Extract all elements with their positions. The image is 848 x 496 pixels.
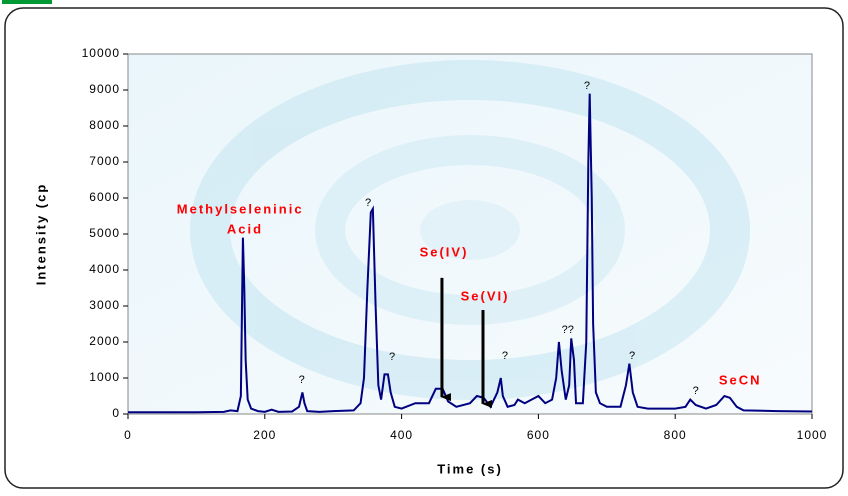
y-tick-label: 10000 xyxy=(82,46,120,60)
peak-marker: ? xyxy=(693,385,699,397)
annotation-label: Se(IV) xyxy=(420,245,469,260)
x-tick-label: 1000 xyxy=(797,428,828,442)
peak-marker: ? xyxy=(584,80,590,92)
annotation-label: Acid xyxy=(227,221,263,236)
x-tick-label: 800 xyxy=(664,428,687,442)
x-tick-label: 0 xyxy=(124,428,132,442)
header-accent xyxy=(2,0,52,4)
background-swirl xyxy=(190,60,750,400)
peak-marker: ? xyxy=(389,351,395,363)
x-tick-label: 400 xyxy=(390,428,413,442)
peak-marker: ? xyxy=(502,350,508,362)
y-tick-label: 9000 xyxy=(89,82,120,96)
peak-marker: ?? xyxy=(562,324,574,336)
x-tick-label: 600 xyxy=(527,428,550,442)
y-tick-label: 1000 xyxy=(89,370,120,384)
peak-marker: ? xyxy=(365,197,371,209)
annotation-label: Methylseleninic xyxy=(177,201,304,216)
y-tick-label: 0 xyxy=(112,406,120,420)
y-tick-label: 5000 xyxy=(89,226,120,240)
y-tick-label: 8000 xyxy=(89,118,120,132)
x-axis-title: Time (s) xyxy=(437,461,503,476)
x-tick-label: 200 xyxy=(253,428,276,442)
peak-marker: ? xyxy=(629,350,635,362)
data-line xyxy=(128,93,813,414)
peak-marker: ? xyxy=(299,374,305,386)
y-tick-label: 3000 xyxy=(89,298,120,312)
annotation-label: SeCN xyxy=(719,372,762,387)
y-tick-label: 2000 xyxy=(89,334,120,348)
y-tick-label: 4000 xyxy=(89,262,120,276)
y-tick-label: 7000 xyxy=(89,154,120,168)
y-axis-title: Intensity (cp xyxy=(33,183,48,286)
y-tick-label: 6000 xyxy=(89,190,120,204)
annotation-label: Se(VI) xyxy=(461,288,510,303)
